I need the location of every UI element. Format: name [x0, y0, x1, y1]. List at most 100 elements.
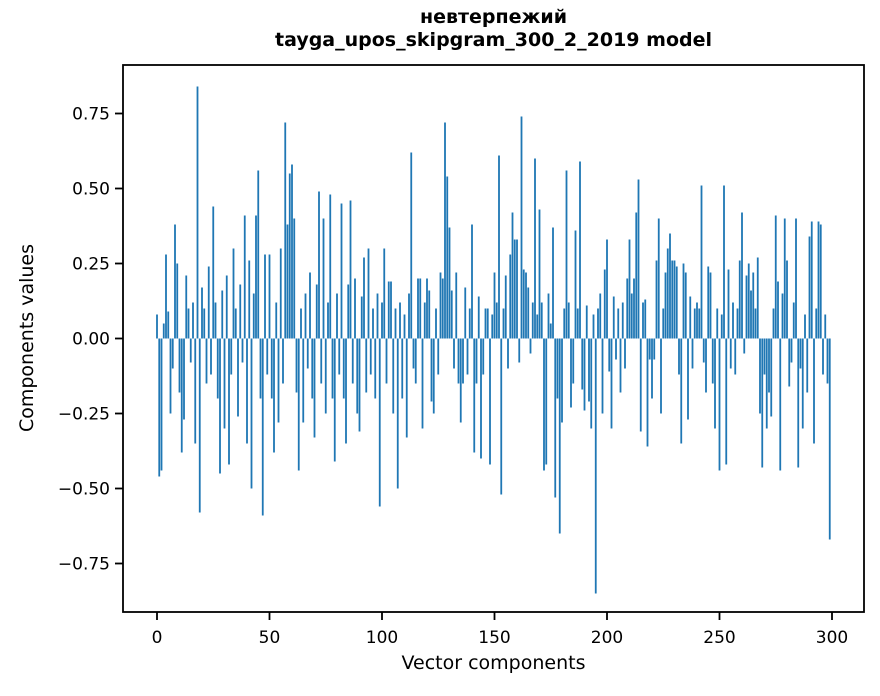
bar: [432, 338, 435, 414]
bar: [302, 338, 305, 423]
bar: [511, 212, 514, 339]
bar: [394, 308, 397, 339]
bar: [419, 278, 422, 339]
bar: [347, 284, 350, 339]
bar: [606, 239, 608, 339]
bar: [747, 263, 750, 339]
bar: [363, 257, 365, 339]
y-tick-label: 0.75: [72, 105, 110, 125]
bar: [772, 308, 775, 339]
bar: [392, 338, 395, 414]
bar: [457, 338, 460, 384]
bar: [158, 338, 161, 477]
x-axis-label: Vector components: [401, 652, 586, 674]
bar: [786, 260, 788, 339]
bar: [626, 278, 629, 339]
bar: [167, 311, 170, 339]
bar: [259, 338, 262, 399]
chart-title-word: невтерпежий: [419, 6, 568, 28]
bar: [372, 308, 374, 339]
bar: [597, 308, 599, 339]
bar: [464, 287, 467, 339]
bar: [435, 308, 437, 339]
bar: [552, 227, 554, 339]
bar: [349, 200, 352, 339]
bar: [651, 338, 653, 399]
bar: [223, 338, 226, 429]
bar: [333, 338, 336, 462]
bar: [738, 260, 741, 339]
bar: [423, 302, 426, 339]
bar: [403, 314, 406, 339]
bar: [315, 284, 318, 339]
bar: [446, 176, 449, 339]
bar: [374, 338, 377, 399]
bar: [169, 338, 172, 414]
bar: [376, 293, 379, 339]
bar: [462, 338, 464, 384]
bar: [741, 212, 743, 339]
bar: [313, 338, 316, 438]
bar: [466, 338, 469, 375]
bar: [583, 338, 586, 411]
bar: [498, 155, 500, 339]
bar: [369, 338, 372, 375]
bar: [660, 338, 662, 414]
bar: [448, 227, 451, 339]
bar: [297, 338, 300, 471]
bar: [232, 248, 235, 339]
bar: [507, 338, 509, 369]
bar: [572, 338, 575, 384]
bar: [671, 260, 674, 339]
bar: [351, 338, 354, 384]
bar: [500, 338, 503, 495]
bar: [165, 254, 167, 339]
bar: [657, 218, 660, 339]
bar: [525, 272, 527, 339]
bar: [381, 302, 383, 339]
bar: [527, 287, 530, 339]
bar: [714, 338, 716, 429]
bar: [417, 278, 419, 339]
bar: [797, 338, 800, 468]
bar: [684, 272, 687, 339]
bar: [390, 281, 392, 339]
chart-title: невтерпежий tayga_upos_skipgram_300_2_20…: [123, 6, 864, 52]
bar: [534, 158, 536, 339]
bar: [752, 272, 755, 339]
bar: [230, 338, 233, 375]
bar: [338, 338, 341, 375]
bar: [160, 338, 163, 471]
bar: [311, 338, 314, 399]
bar: [520, 116, 523, 339]
bar: [288, 173, 291, 339]
x-tick-label: 250: [703, 628, 735, 648]
bar: [633, 278, 635, 339]
bar: [664, 272, 667, 339]
bar: [828, 338, 831, 540]
bar: [493, 272, 496, 339]
bar: [777, 281, 779, 339]
bar: [205, 338, 208, 384]
bar: [709, 272, 712, 339]
x-tick-label: 300: [816, 628, 848, 648]
bar: [185, 275, 188, 339]
bar: [732, 302, 734, 339]
bar: [471, 224, 473, 339]
bar: [322, 218, 325, 339]
bar: [810, 221, 813, 339]
bar: [804, 314, 806, 339]
bar: [702, 338, 705, 363]
bar: [248, 260, 251, 339]
bar: [669, 233, 671, 339]
bar: [516, 239, 518, 339]
bar: [538, 209, 541, 339]
bar: [455, 272, 458, 339]
bar: [304, 293, 307, 339]
bar: [795, 218, 797, 339]
bar: [781, 293, 784, 339]
x-tick-label: 200: [591, 628, 623, 648]
bar: [284, 122, 287, 339]
bar: [291, 164, 293, 339]
bar: [808, 236, 811, 339]
